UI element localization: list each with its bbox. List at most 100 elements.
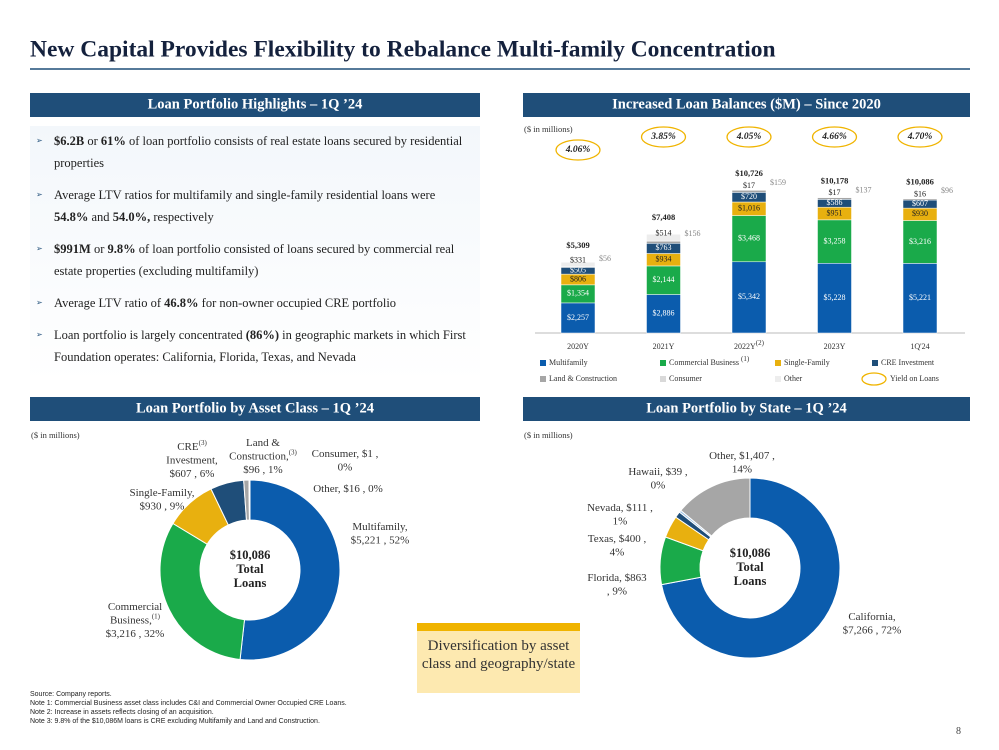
slice-label: 0% — [338, 461, 353, 473]
bar-segment — [646, 240, 681, 244]
legend-swatch — [540, 376, 546, 382]
slice — [660, 477, 841, 659]
slice-label-text: $607 , 6% — [170, 468, 215, 480]
slice-label-text: 1% — [613, 515, 628, 527]
center-label: Total — [736, 560, 764, 574]
bullet-text: in geographic markets in which First Fou… — [54, 328, 466, 364]
yield-label: 3.85% — [650, 132, 676, 142]
legend-label: Other — [784, 374, 803, 383]
bar-segment — [902, 263, 938, 334]
yield-ring — [640, 126, 687, 148]
callout: Diversification by asset class and geogr… — [417, 623, 580, 693]
slice — [248, 479, 251, 521]
slice-label-text: Texas, $400 , — [588, 533, 647, 545]
yield-ring — [726, 126, 772, 148]
slice-label: $3,216 , 32% — [106, 628, 165, 640]
slice-label-text: 0% — [651, 479, 666, 491]
legend-swatch — [660, 360, 666, 366]
slice — [239, 479, 341, 661]
segment-label: $934 — [656, 255, 672, 264]
bullet-text: 54.8% — [54, 210, 89, 224]
slice-label-text: Other, $16 , 0% — [313, 483, 383, 495]
center-label: $10,086 — [730, 546, 771, 560]
slice-label-text: Construction, — [229, 450, 289, 462]
segment-label: $5,228 — [824, 293, 846, 302]
slice-label: Texas, $400 , — [588, 533, 647, 545]
slice-label-text: $5,221 , 52% — [351, 534, 410, 546]
segment-label: $16 — [914, 189, 926, 198]
slice-label: Business,(1) — [110, 612, 161, 626]
slice-label: Hawaii, $39 , — [628, 466, 688, 478]
unit-note: ($ in millions) — [524, 430, 573, 440]
bullet-text: of loan portfolio consists of real estat… — [54, 134, 463, 170]
segment-label: $56 — [599, 254, 611, 263]
header-box — [30, 93, 480, 117]
segment-label: $5,342 — [738, 292, 760, 301]
bar-segment — [646, 265, 681, 295]
slice-label: Other, $1,407 , — [709, 450, 775, 462]
legend-label: Commercial Business (1) — [669, 355, 750, 367]
yield-label: 4.05% — [736, 132, 762, 142]
slice-label: Multifamily, — [352, 521, 407, 533]
category: 2020Y — [567, 342, 589, 351]
slice-label-text: CRE — [177, 441, 199, 453]
segment-label: $951 — [827, 208, 843, 217]
note-marker: (2) — [756, 339, 765, 347]
bullet: $991M or 9.8% of loan portfolio consiste… — [30, 234, 480, 288]
bar-segment — [560, 261, 596, 267]
header: Loan Portfolio by State – 1Q ’24 — [646, 400, 847, 416]
note-marker: (3) — [199, 439, 208, 447]
slice-label-text: Multifamily, — [352, 521, 407, 533]
legend-swatch — [872, 360, 878, 366]
slice-label: $607 , 6% — [170, 468, 215, 480]
slice-label: CRE(3) — [177, 439, 207, 453]
segment-label: $806 — [570, 274, 586, 283]
yield-ring — [897, 126, 943, 148]
yield-ring — [811, 126, 858, 148]
segment-label: $720 — [741, 192, 757, 201]
legend-name: Other — [784, 374, 803, 383]
slice-label: 4% — [610, 546, 625, 558]
header: Increased Loan Balances ($M) – Since 202… — [612, 96, 881, 112]
unit-note: ($ in millions) — [524, 124, 573, 134]
slice-label: Land & — [246, 437, 280, 449]
slice-label-text: Hawaii, $39 , — [628, 466, 688, 478]
legend-swatch — [540, 360, 546, 366]
x-tick-label: 1Q'24 — [910, 342, 929, 351]
bullet-text: for non-owner occupied CRE portfolio — [198, 296, 397, 310]
segment-label: $96 — [941, 186, 953, 195]
legend-ring — [861, 372, 887, 386]
slice-label-text: , 9% — [607, 585, 627, 597]
segment-label: $586 — [827, 198, 843, 207]
total-label: $10,726 — [735, 168, 763, 178]
segment-label: $17 — [829, 188, 841, 197]
total-label: $10,178 — [821, 175, 849, 185]
yield-label: 4.06% — [565, 145, 591, 155]
slice-label-text: 0% — [338, 461, 353, 473]
slice-label: Commercial — [108, 601, 162, 613]
slice-label: $5,221 , 52% — [351, 534, 410, 546]
slice-label: Construction,(3) — [229, 448, 297, 462]
slice-label: Florida, $863 — [587, 572, 647, 584]
slice-label: Investment, — [166, 454, 218, 466]
segment-label: $331 — [570, 255, 586, 264]
bullet-text: and — [88, 210, 113, 224]
bullet-text: Average LTV ratios for multifamily and s… — [54, 188, 436, 202]
footnote: Source: Company reports. — [30, 691, 112, 698]
segment-label: $3,216 — [909, 237, 931, 246]
bullet-text: respectively — [150, 210, 214, 224]
x-tick-label: 2023Y — [824, 342, 846, 351]
slice-label-text: 4% — [610, 546, 625, 558]
bullet-text: 46.8% — [164, 296, 199, 310]
slice-label-text: 14% — [732, 463, 752, 475]
center-label: Loans — [734, 574, 767, 588]
bar-segment — [560, 302, 596, 334]
slice-label-text: $7,266 , 72% — [843, 624, 902, 636]
slice-label: California, — [848, 611, 896, 623]
center-label: Loans — [234, 576, 267, 590]
x-tick-label: 2021Y — [653, 342, 675, 351]
bullet: Loan portfolio is largely concentrated (… — [30, 320, 480, 374]
slice-label-text: Other, $1,407 , — [709, 450, 775, 462]
